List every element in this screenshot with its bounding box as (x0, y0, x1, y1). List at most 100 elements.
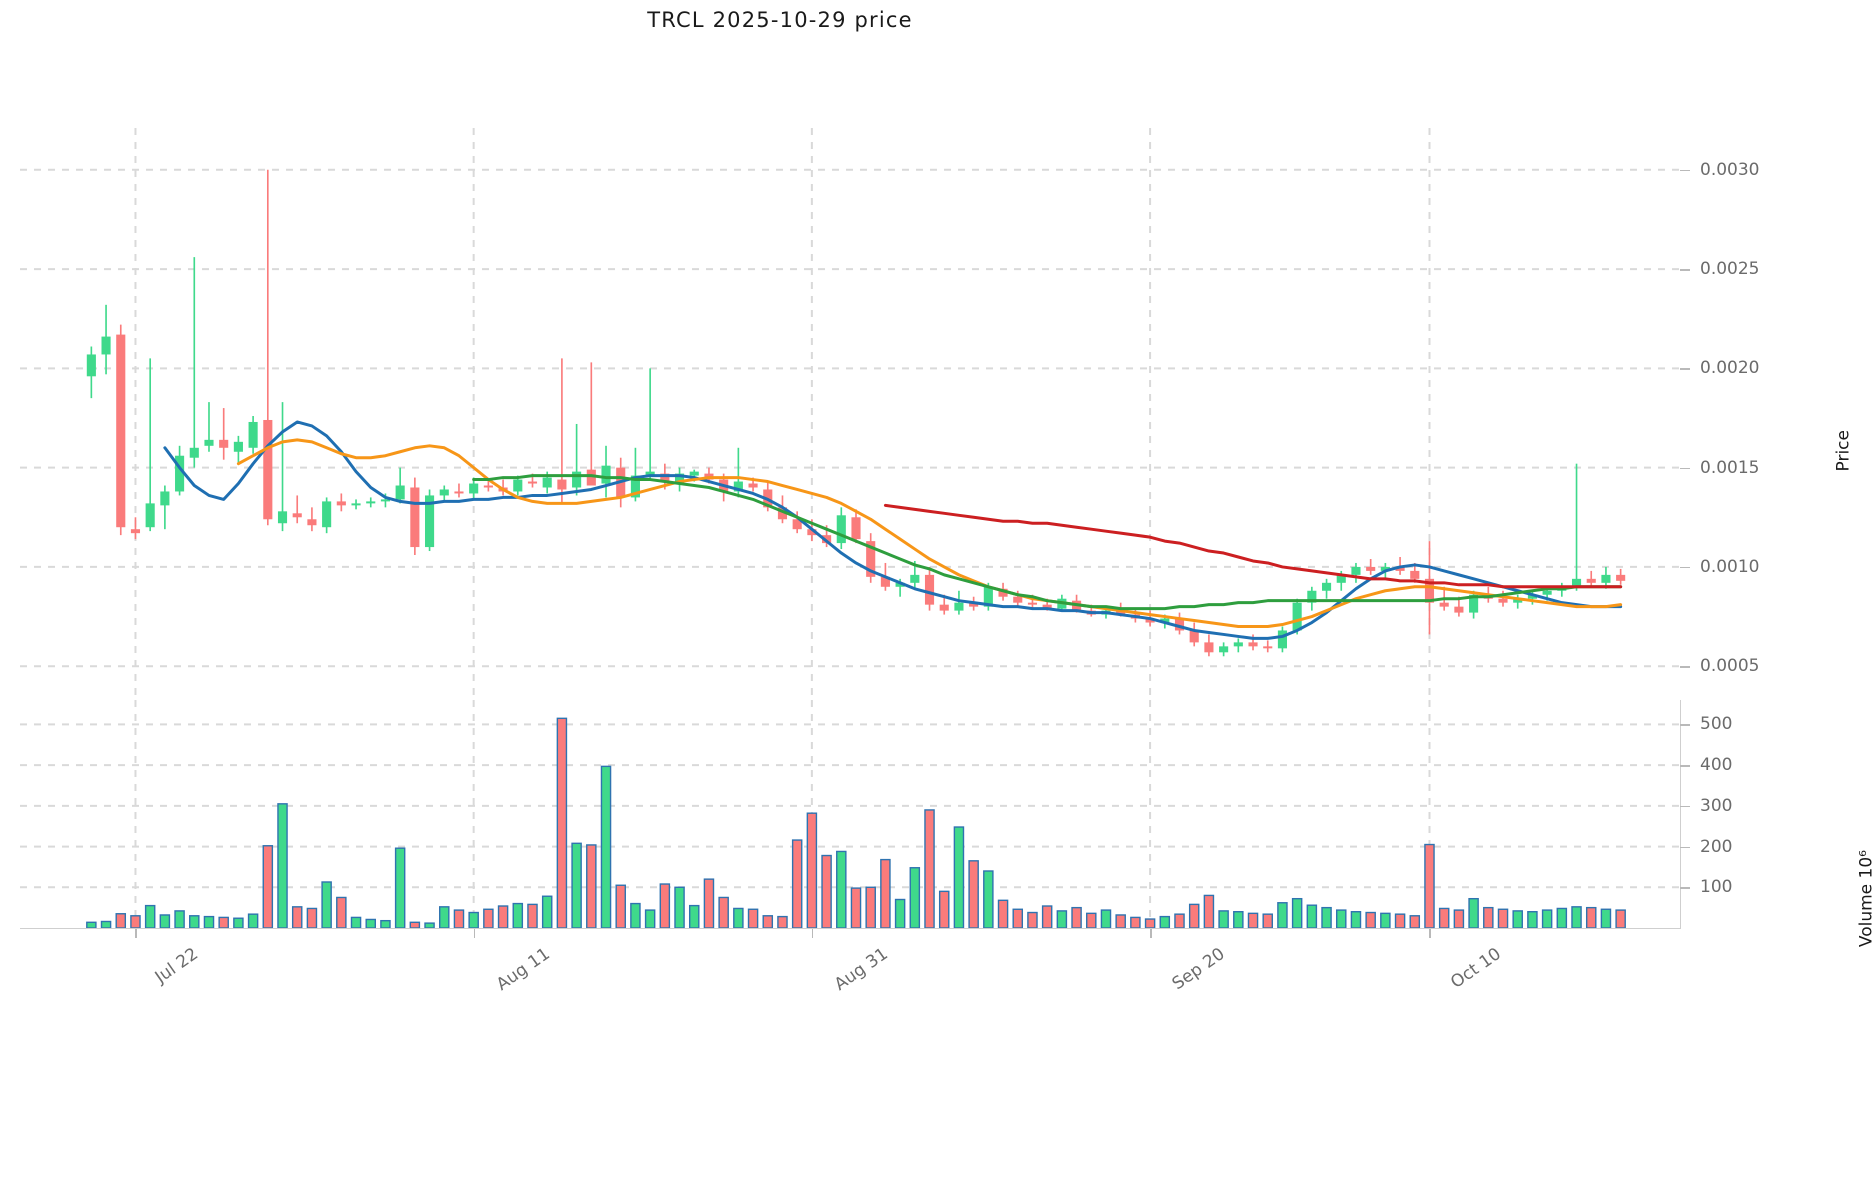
axis-tick-mark (1680, 368, 1690, 370)
candle-body (1542, 590, 1552, 595)
candle-body (807, 529, 817, 536)
volume-bar (850, 887, 862, 929)
volume-bar (1350, 911, 1362, 929)
volume-bar (865, 886, 876, 929)
volume-bar (115, 913, 127, 929)
volume-bar (203, 915, 215, 929)
ma-line-ma_mid (236, 438, 1623, 628)
candle-body (851, 517, 861, 540)
volume-bar (1380, 912, 1391, 929)
volume-bar (277, 803, 288, 929)
volume-bar (1424, 843, 1435, 929)
candle-body (645, 471, 655, 476)
volume-bar (1468, 897, 1479, 929)
candle-body (351, 503, 361, 506)
volume-bar (1483, 906, 1494, 929)
volume-bar (718, 896, 729, 929)
axis-tick-label: 0.0030 (1700, 159, 1760, 180)
candle-body (601, 465, 611, 484)
volume-bar (1277, 902, 1288, 929)
volume-bar (1600, 908, 1612, 929)
candle-body (1586, 578, 1596, 583)
candle-body (1233, 642, 1243, 647)
candle-body (1513, 598, 1523, 603)
candle-body (998, 588, 1008, 597)
volume-bar (806, 812, 818, 929)
axis-tick-label: 300 (1700, 795, 1733, 816)
volume-bar (218, 916, 229, 929)
volume-bar (1071, 906, 1082, 929)
axis-tick-mark (1680, 846, 1690, 849)
volume-bar (1394, 913, 1406, 929)
volume-axis-exponent: 10⁶ (1856, 850, 1873, 879)
volume-bar (468, 911, 479, 929)
volume-bar (1365, 911, 1376, 929)
volume-bar (394, 847, 406, 929)
volume-bar (1585, 906, 1597, 929)
candle-body (189, 447, 199, 458)
candle-body (248, 421, 258, 448)
volume-axis-label-text: Volume (1856, 883, 1873, 948)
y-axis-spine (1680, 700, 1681, 929)
candle-body (116, 334, 126, 528)
candle-body (483, 485, 493, 488)
ma-line-ma_long (472, 474, 1623, 611)
candle-body (733, 481, 743, 492)
candle-body (1292, 602, 1302, 631)
candle-body (1013, 596, 1023, 603)
candle-body (469, 483, 479, 494)
volume-bar (1321, 906, 1332, 929)
volume-bar (836, 850, 847, 929)
volume-bar (747, 908, 759, 929)
volume-axis-title: Volume 10⁶ (1857, 850, 1873, 947)
price-plot (20, 128, 1680, 696)
volume-bar (1041, 905, 1053, 929)
candle-body (542, 477, 552, 488)
volume-bar (703, 878, 715, 929)
candle-body (983, 586, 993, 607)
candle-body (674, 473, 685, 484)
chart-title: TRCL 2025-10-29 price (647, 8, 913, 32)
candle-body (777, 507, 788, 520)
ma-line-ma_short (163, 420, 1623, 640)
volume-bar (644, 909, 656, 929)
volume-bar (571, 842, 582, 929)
volume-bar (247, 913, 259, 929)
candle-body (1395, 566, 1405, 571)
candle-body (557, 479, 567, 490)
volume-bar (1497, 908, 1509, 929)
volume-bar (1335, 909, 1347, 929)
candle-body (1601, 574, 1611, 583)
candle-body (425, 495, 435, 548)
x-axis-tick-label: Aug 11 (492, 944, 554, 995)
axis-tick-mark (1680, 467, 1690, 470)
volume-bar (909, 867, 921, 929)
volume-bar (350, 916, 362, 929)
candle-body (924, 574, 935, 605)
axis-tick-label: 0.0025 (1700, 259, 1760, 280)
candle-body (1336, 574, 1346, 583)
volume-bar (659, 883, 671, 929)
volume-bar (1556, 907, 1568, 929)
candle-body (1424, 578, 1435, 603)
candle-body (366, 501, 376, 504)
volume-bar (1438, 907, 1450, 929)
x-axis-tick-label: Jul 22 (152, 944, 203, 988)
x-axis-spine (20, 928, 1680, 929)
volume-bar (1203, 894, 1215, 929)
candle-body (630, 475, 640, 498)
candle-body (395, 485, 405, 500)
candle-body (1042, 604, 1052, 609)
axis-tick-mark (1680, 887, 1690, 889)
volume-bar (615, 884, 626, 929)
volume-bar (777, 915, 788, 929)
volume-bar (174, 910, 185, 929)
axis-tick-label: 0.0020 (1700, 358, 1760, 379)
ma-line-ma_xlong (883, 503, 1623, 589)
candle-body (689, 471, 699, 476)
volume-bar (821, 854, 832, 929)
volume-bar (1159, 915, 1171, 929)
axis-tick-label: 0.0005 (1700, 656, 1760, 677)
volume-bar (1453, 909, 1465, 929)
